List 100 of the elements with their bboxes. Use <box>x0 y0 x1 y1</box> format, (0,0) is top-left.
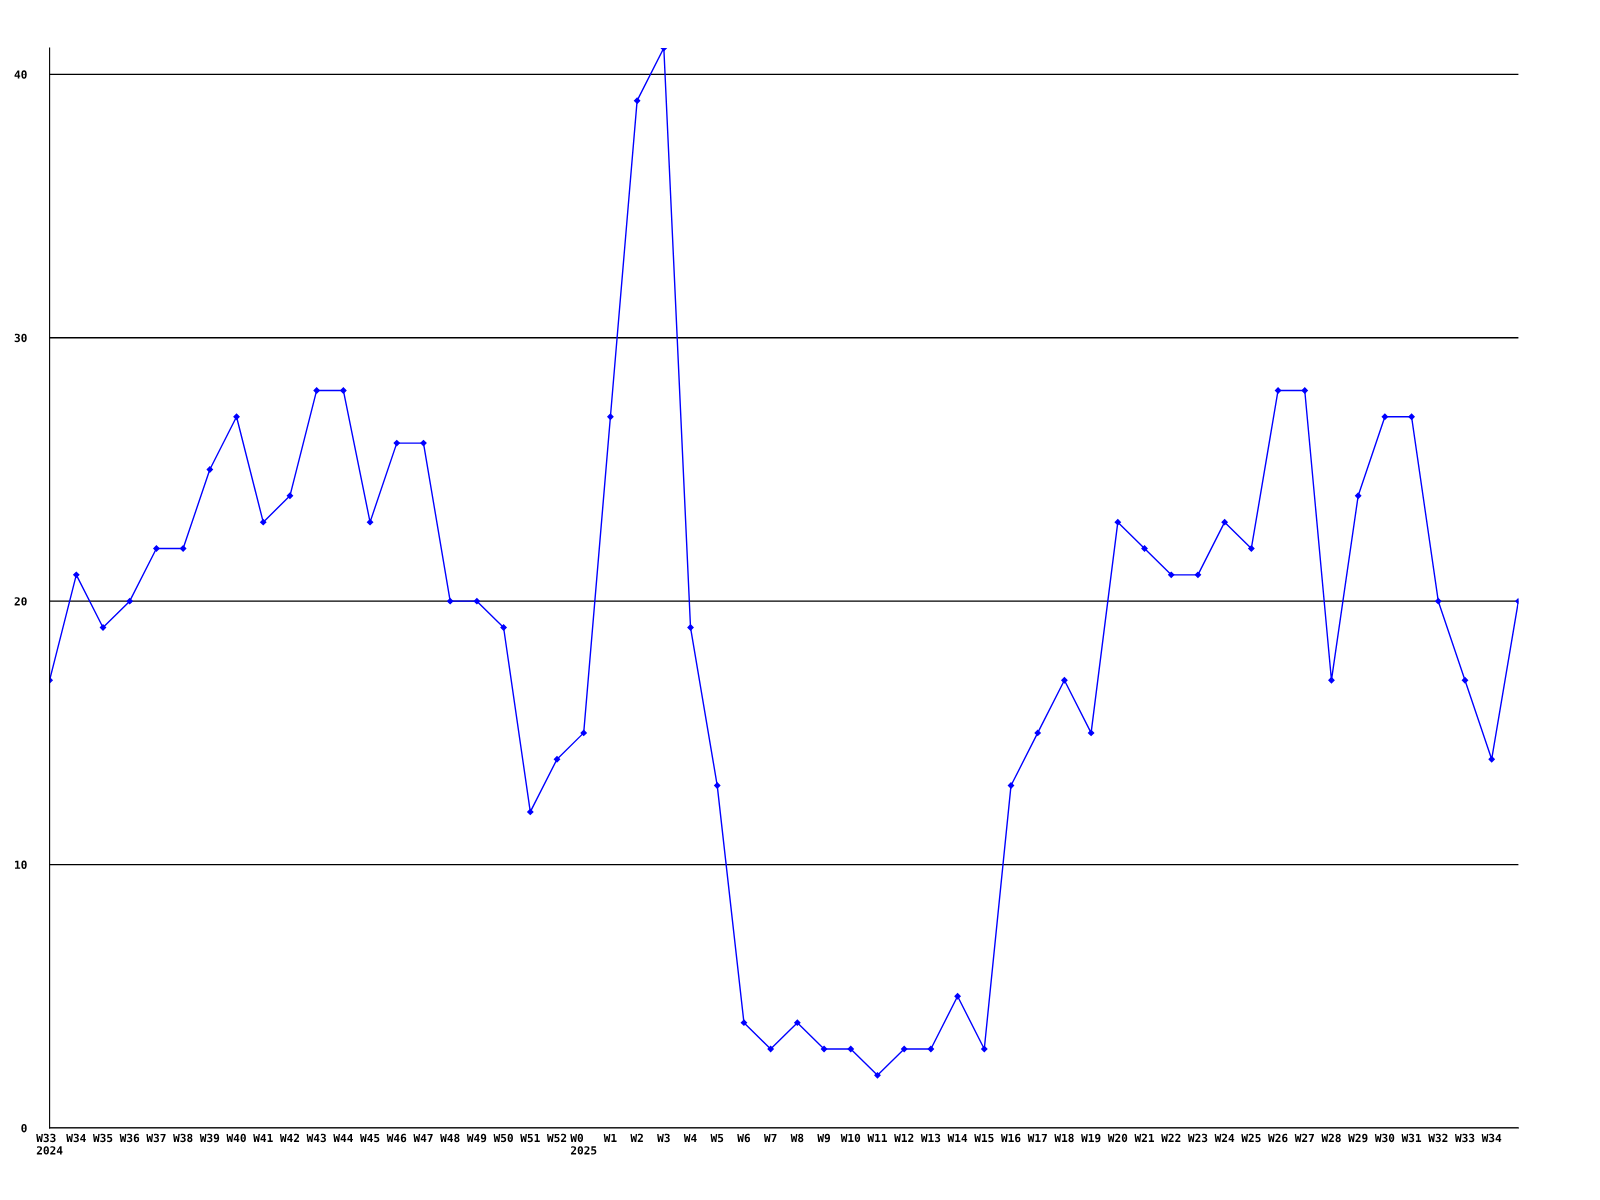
x-tick-label: W27 <box>1294 1133 1314 1142</box>
x-tick-label: W0 2025 <box>570 1133 597 1155</box>
point <box>687 624 694 631</box>
x-tick-label: W34 <box>66 1133 86 1143</box>
point <box>1248 545 1255 552</box>
x-tick-label: W22 <box>1161 1133 1181 1142</box>
point <box>153 545 160 552</box>
point <box>179 545 187 552</box>
x-tick-label: W3 <box>657 1133 670 1143</box>
point <box>901 1045 908 1053</box>
point <box>1061 677 1068 684</box>
point <box>874 1072 881 1079</box>
point <box>607 413 614 420</box>
point <box>1408 413 1415 420</box>
x-tick-label: W33 2024 <box>36 1133 63 1155</box>
x-tick-label: W52 <box>546 1133 567 1143</box>
point <box>1168 571 1175 578</box>
x-tick-label: W16 <box>1000 1133 1021 1143</box>
point <box>313 387 320 394</box>
x-tick-label: W35 <box>92 1133 113 1143</box>
point <box>1301 387 1308 394</box>
point <box>500 624 507 631</box>
x-tick-label: W10 <box>840 1133 861 1143</box>
y-tick-label: 0 <box>21 1123 27 1133</box>
x-tick-label: W41 <box>253 1133 273 1142</box>
x-tick-label: W4 <box>683 1133 697 1142</box>
x-tick-label: W20 <box>1107 1133 1128 1143</box>
point <box>420 439 427 447</box>
x-tick-label: W11 <box>867 1133 887 1142</box>
x-tick-label: W39 <box>199 1133 220 1143</box>
x-tick-label: W7 <box>763 1133 777 1142</box>
x-tick-label: W45 <box>360 1133 380 1143</box>
point <box>633 97 641 104</box>
point <box>767 1045 774 1053</box>
point <box>1194 571 1202 578</box>
x-tick-label: W19 <box>1081 1133 1101 1143</box>
x-tick-label: W25 <box>1241 1133 1261 1143</box>
point <box>954 993 961 1000</box>
point <box>820 1045 828 1053</box>
point <box>1381 413 1389 420</box>
point <box>1355 492 1362 499</box>
point <box>340 387 347 394</box>
point <box>1274 387 1282 394</box>
x-tick-label: W47 <box>413 1133 433 1142</box>
x-tick-label: W32 <box>1428 1133 1448 1143</box>
x-tick-label: W15 <box>974 1133 994 1143</box>
x-tick-label: W44 <box>333 1133 353 1142</box>
point <box>847 1045 854 1053</box>
point <box>233 413 240 420</box>
y-tick-label: 10 <box>15 860 27 869</box>
x-tick-label: W31 <box>1401 1133 1422 1143</box>
x-tick-label: W48 <box>440 1133 460 1143</box>
x-tick-label: W49 <box>466 1133 487 1143</box>
x-tick-label: W2 <box>630 1133 643 1142</box>
x-tick-label: W26 <box>1268 1133 1288 1143</box>
x-tick-label: W1 <box>603 1133 617 1142</box>
point <box>927 1045 935 1053</box>
x-tick-label: W21 <box>1134 1133 1155 1142</box>
point <box>740 1019 748 1026</box>
x-tick-label: W43 <box>306 1133 326 1143</box>
x-tick-label: W29 <box>1348 1133 1368 1143</box>
point <box>1488 756 1495 763</box>
x-tick-label: W30 <box>1374 1133 1395 1143</box>
y-tick-label: 40 <box>14 70 27 79</box>
x-tick-label: W28 <box>1321 1133 1341 1143</box>
x-tick-label: W5 <box>710 1133 724 1143</box>
point <box>794 1019 801 1026</box>
point <box>1221 518 1228 526</box>
x-tick-label: W38 <box>173 1133 193 1143</box>
x-tick-label: W42 <box>279 1133 300 1142</box>
point <box>527 808 534 816</box>
x-tick-label: W40 <box>226 1133 246 1143</box>
y-tick-label: 20 <box>14 597 27 606</box>
x-tick-label: W50 <box>493 1133 513 1143</box>
point <box>473 598 481 605</box>
point <box>553 756 561 763</box>
point <box>260 518 267 526</box>
x-tick-label: W12 <box>894 1133 914 1142</box>
point <box>286 492 294 499</box>
point <box>1435 598 1442 605</box>
x-tick-label: W46 <box>386 1133 407 1143</box>
x-tick-label: W34 <box>1481 1133 1502 1143</box>
x-tick-label: W51 <box>520 1133 540 1143</box>
point <box>714 782 721 789</box>
x-tick-label: W8 <box>790 1133 804 1143</box>
x-tick-label: W14 <box>947 1133 968 1142</box>
point <box>126 598 133 605</box>
x-tick-label: W6 <box>737 1133 751 1143</box>
x-tick-label: W24 <box>1214 1133 1235 1142</box>
y-tick-label: 30 <box>14 333 27 343</box>
point <box>1034 729 1041 737</box>
x-tick-label: W17 <box>1027 1133 1047 1142</box>
point <box>393 439 400 447</box>
x-tick-label: W9 <box>817 1133 831 1143</box>
x-tick-label: W13 <box>920 1133 941 1143</box>
point <box>206 466 213 473</box>
x-tick-label: W36 <box>119 1133 140 1143</box>
point <box>366 518 374 526</box>
point <box>981 1045 988 1053</box>
point <box>1461 677 1469 684</box>
